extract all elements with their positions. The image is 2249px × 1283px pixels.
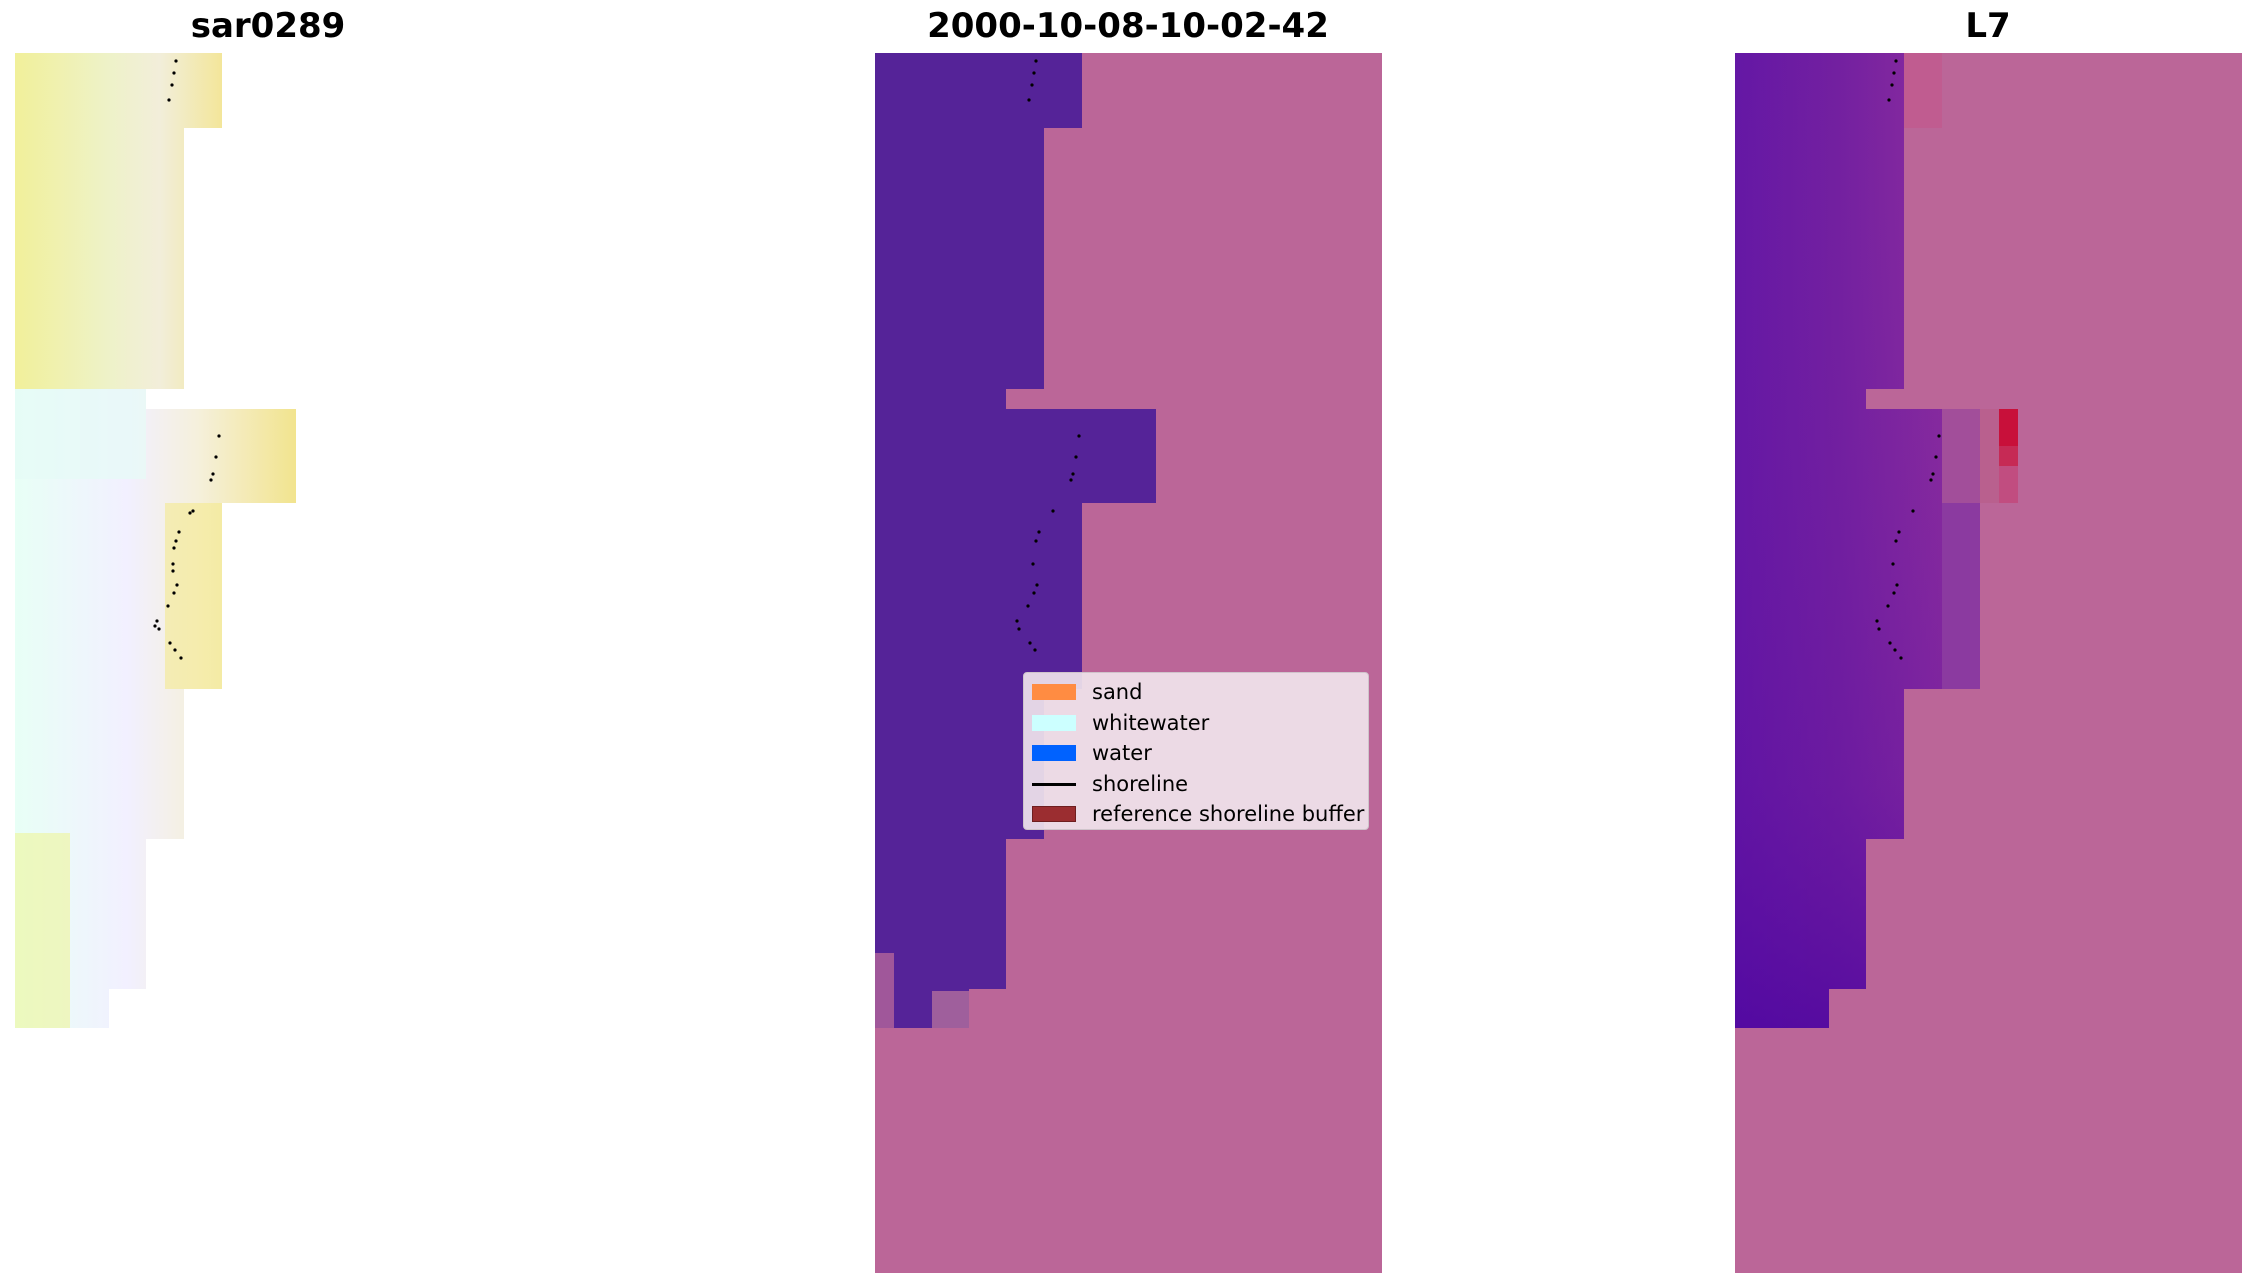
legend-swatch-whitewater (1032, 715, 1076, 731)
legend-item-sand: sand (1032, 679, 1142, 705)
sar-raster-bright (15, 389, 296, 1028)
legend-item-reference-buffer: reference shoreline buffer (1032, 801, 1364, 827)
legend-swatch-reference-buffer (1032, 806, 1076, 822)
legend-swatch-sand (1032, 684, 1076, 700)
panel-title-l7: L7 (1965, 6, 2011, 46)
index-shoreline-points (1875, 59, 1941, 660)
legend-swatch-water (1032, 745, 1076, 761)
sar-image-panel (15, 53, 296, 1028)
classification-panel (875, 53, 1382, 1273)
legend-label: sand (1092, 680, 1143, 704)
legend-label: reference shoreline buffer (1092, 802, 1365, 826)
legend-item-water: water (1032, 740, 1152, 766)
class-shoreline-points (1015, 59, 1081, 652)
legend-label: water (1092, 741, 1152, 765)
sar-shoreline-points (153, 59, 221, 660)
legend-label: shoreline (1092, 772, 1189, 796)
legend-line-shoreline (1032, 782, 1076, 786)
legend-item-shoreline: shoreline (1032, 771, 1188, 797)
legend-item-whitewater: whitewater (1032, 710, 1209, 736)
panel-title-classification: 2000-10-08-10-02-42 (927, 6, 1329, 46)
l7-index-panel (1735, 53, 2242, 1273)
water-class-area (875, 53, 1156, 1028)
legend: sand whitewater water shoreline referenc… (1023, 672, 1369, 830)
panel-title-sar: sar0289 (190, 6, 346, 46)
legend-label: whitewater (1092, 711, 1210, 735)
sar-raster (15, 53, 222, 389)
